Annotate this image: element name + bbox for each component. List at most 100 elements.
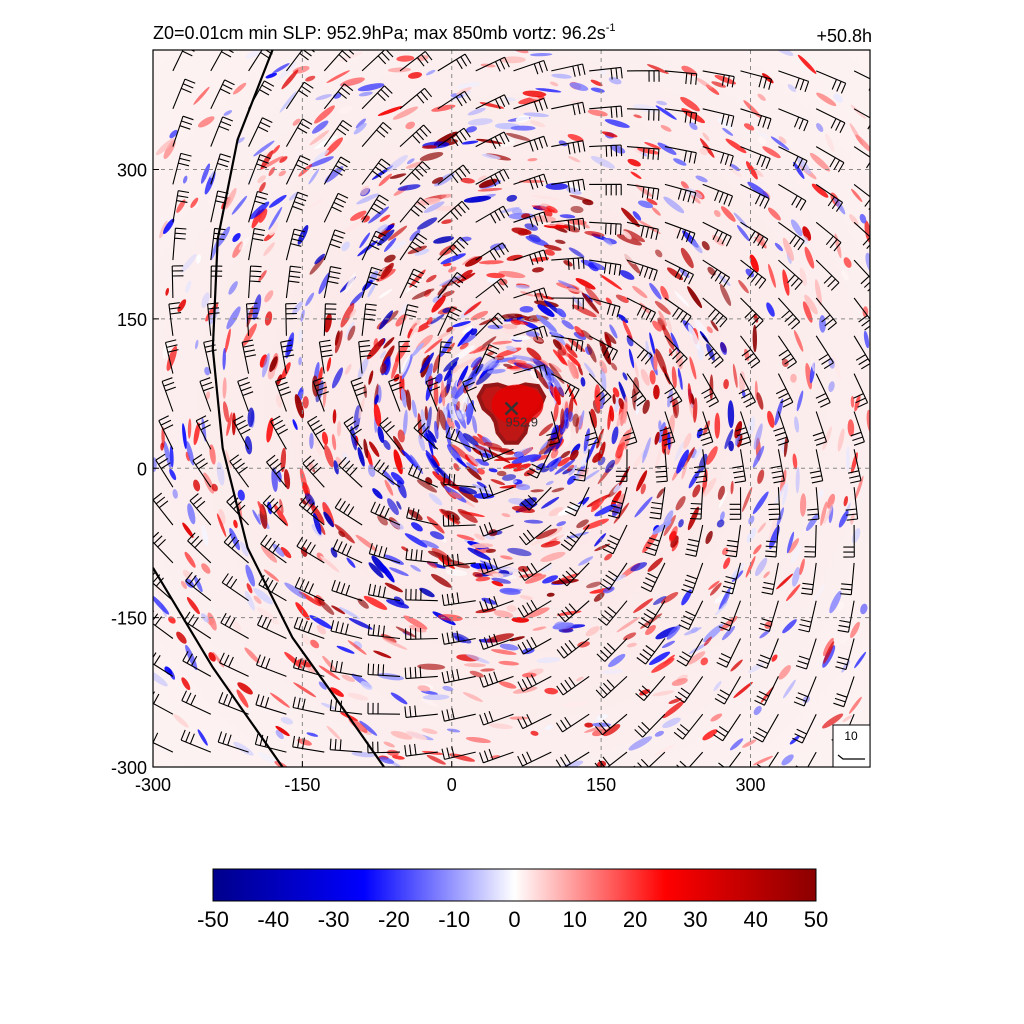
vorticity-streak — [557, 354, 566, 365]
vorticity-streak — [624, 427, 632, 450]
vorticity-streak — [261, 545, 278, 563]
vorticity-streak — [623, 395, 628, 424]
vorticity-streak — [322, 655, 337, 673]
wind-barb — [518, 562, 552, 582]
vorticity-streak — [863, 330, 870, 349]
vorticity-streak — [405, 161, 425, 169]
vorticity-streak — [799, 493, 807, 517]
vorticity-streak — [604, 333, 612, 348]
vorticity-streak — [511, 454, 539, 464]
vorticity-streak — [253, 595, 262, 604]
wind-barb — [513, 135, 548, 152]
vorticity-streak — [851, 188, 863, 203]
vorticity-streak — [245, 564, 255, 587]
wind-barb — [218, 692, 249, 715]
vorticity-streak — [410, 564, 421, 572]
vorticity-streak — [379, 350, 387, 359]
vorticity-streak — [409, 229, 421, 241]
vorticity-streak — [662, 324, 675, 351]
vorticity-streak — [310, 503, 325, 525]
colorbar: -50 -40 -30 -20 -10 0 10 20 30 40 50 — [197, 868, 828, 932]
vorticity-streak — [532, 267, 544, 273]
wind-barb — [406, 506, 438, 526]
wind-barb — [404, 743, 438, 757]
vorticity-streak — [445, 420, 452, 447]
vorticity-streak — [459, 236, 472, 242]
vorticity-streak — [531, 538, 545, 546]
vorticity-streak — [628, 348, 635, 369]
wind-barb — [361, 194, 389, 223]
vorticity-streak — [404, 533, 428, 548]
wind-barb — [795, 638, 817, 670]
vorticity-streak — [320, 555, 340, 573]
wind-barb — [626, 297, 656, 323]
vorticity-streak — [503, 462, 522, 470]
y-tick-label: -150 — [111, 609, 147, 629]
vorticity-streak — [663, 196, 685, 214]
vorticity-streak — [554, 239, 566, 244]
wind-barb — [153, 531, 174, 564]
vorticity-streak — [469, 670, 484, 678]
vorticity-streak — [222, 401, 230, 423]
wind-barb — [172, 227, 187, 261]
wind-barb — [441, 708, 476, 722]
vorticity-streak — [687, 286, 703, 309]
vorticity-streak — [781, 358, 789, 367]
vorticity-streak — [617, 314, 629, 324]
wind-barb — [475, 131, 510, 149]
vorticity-streak — [442, 477, 460, 490]
wind-barb — [442, 553, 476, 567]
vorticity-streak — [778, 136, 787, 144]
vorticity-streak — [836, 601, 845, 611]
wind-barb — [513, 325, 548, 340]
wind-barb — [479, 711, 514, 726]
vorticity-streak — [173, 713, 189, 728]
vorticity-streak — [336, 645, 355, 654]
vorticity-streak — [590, 408, 597, 429]
vorticity-streak — [826, 493, 836, 509]
vorticity-streak — [411, 319, 421, 330]
wind-barb — [804, 524, 817, 558]
wind-barb — [740, 221, 769, 249]
vorticity-streak — [652, 690, 675, 697]
vorticity-streak — [193, 86, 210, 105]
vorticity-streak — [490, 649, 517, 655]
vorticity-streak — [610, 490, 622, 507]
vorticity-streak — [627, 158, 641, 167]
vorticity-streak — [559, 214, 576, 219]
vorticity-streak — [655, 626, 678, 640]
vorticity-streak — [446, 326, 454, 333]
vorticity-streak — [753, 423, 763, 450]
vorticity-streak — [407, 509, 423, 521]
wind-barb — [551, 297, 584, 310]
wind-barb — [172, 78, 196, 110]
vorticity-streak — [671, 678, 688, 686]
vorticity-streak — [163, 139, 176, 159]
vorticity-streak — [185, 644, 198, 671]
vorticity-streak — [197, 116, 215, 128]
vorticity-streak — [348, 618, 373, 630]
vorticity-streak — [687, 383, 692, 405]
vorticity-streak — [561, 319, 575, 330]
vorticity-streak — [467, 376, 477, 389]
vorticity-streak — [613, 502, 630, 524]
vorticity-streak — [417, 685, 431, 692]
wind-barb — [323, 192, 349, 223]
wind-barb — [153, 652, 174, 677]
vorticity-streak — [598, 441, 606, 461]
vorticity-streak — [523, 468, 536, 477]
vorticity-streak — [280, 547, 292, 559]
vorticity-streak — [326, 725, 341, 740]
vorticity-streak — [738, 564, 745, 571]
vorticity-streak — [670, 332, 680, 352]
vorticity-streak — [470, 356, 482, 368]
vorticity-streak — [466, 654, 490, 664]
vorticity-streak — [169, 445, 174, 468]
vorticity-streak — [506, 605, 517, 612]
vorticity-streak — [416, 479, 438, 493]
vorticity-streak — [244, 647, 260, 664]
vorticity-streak — [272, 543, 285, 557]
vorticity-streak — [745, 555, 756, 578]
vorticity-streak — [390, 692, 408, 705]
wind-barb — [754, 676, 779, 706]
